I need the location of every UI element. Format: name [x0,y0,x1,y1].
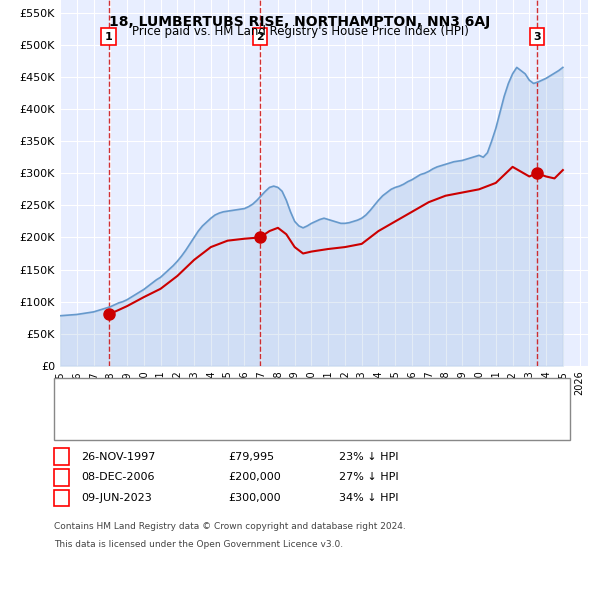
Text: £300,000: £300,000 [228,493,281,503]
Text: 08-DEC-2006: 08-DEC-2006 [81,473,155,482]
Text: £79,995: £79,995 [228,452,274,461]
Text: ——: —— [69,419,97,433]
Text: 23% ↓ HPI: 23% ↓ HPI [339,452,398,461]
Text: Price paid vs. HM Land Registry's House Price Index (HPI): Price paid vs. HM Land Registry's House … [131,25,469,38]
Text: 2: 2 [58,473,65,482]
Text: ——: —— [69,401,97,415]
Text: 26-NOV-1997: 26-NOV-1997 [81,452,155,461]
Text: 18, LUMBERTUBS RISE, NORTHAMPTON, NN3 6AJ (detached house): 18, LUMBERTUBS RISE, NORTHAMPTON, NN3 6A… [99,404,445,413]
Text: This data is licensed under the Open Government Licence v3.0.: This data is licensed under the Open Gov… [54,540,343,549]
Text: Contains HM Land Registry data © Crown copyright and database right 2024.: Contains HM Land Registry data © Crown c… [54,522,406,531]
Text: £200,000: £200,000 [228,473,281,482]
Text: 1: 1 [58,452,65,461]
Text: 1: 1 [105,32,112,41]
Text: HPI: Average price, detached house, West Northamptonshire: HPI: Average price, detached house, West… [99,421,416,431]
Text: 34% ↓ HPI: 34% ↓ HPI [339,493,398,503]
Text: 27% ↓ HPI: 27% ↓ HPI [339,473,398,482]
Text: 3: 3 [533,32,541,41]
Text: 2: 2 [256,32,264,41]
Text: 09-JUN-2023: 09-JUN-2023 [81,493,152,503]
Text: 18, LUMBERTUBS RISE, NORTHAMPTON, NN3 6AJ: 18, LUMBERTUBS RISE, NORTHAMPTON, NN3 6A… [109,15,491,29]
Text: 3: 3 [58,493,65,503]
